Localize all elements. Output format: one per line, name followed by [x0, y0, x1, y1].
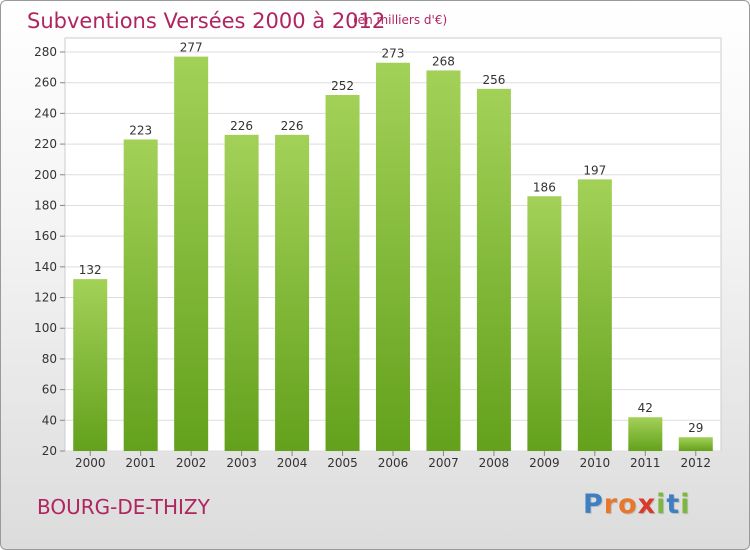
x-tick-label: 2007 [428, 456, 459, 470]
commune-name: BOURG-DE-THIZY [37, 495, 210, 519]
x-tick-label: 2006 [378, 456, 409, 470]
data-label: 226 [281, 119, 304, 133]
y-tick-label: 120 [34, 291, 57, 305]
bar [275, 134, 310, 451]
y-tick-label: 240 [34, 106, 57, 120]
y-tick-label: 280 [34, 45, 57, 59]
y-tick-label: 200 [34, 168, 57, 182]
data-label: 186 [533, 180, 556, 194]
y-tick-label: 40 [42, 413, 57, 427]
data-label: 256 [482, 73, 505, 87]
y-tick-label: 260 [34, 76, 57, 90]
bar [678, 437, 713, 451]
x-tick-label: 2001 [125, 456, 156, 470]
y-tick-label: 20 [42, 444, 57, 458]
data-label: 277 [180, 41, 203, 55]
x-tick-label: 2012 [680, 456, 711, 470]
x-tick-label: 2004 [277, 456, 308, 470]
logo-letter: i [680, 489, 691, 520]
x-tick-label: 2003 [226, 456, 257, 470]
data-label: 197 [583, 163, 606, 177]
data-label: 252 [331, 79, 354, 93]
logo-letter: r [603, 489, 619, 520]
x-tick-label: 2002 [176, 456, 207, 470]
y-tick-label: 100 [34, 321, 57, 335]
proxiti-logo[interactable]: Proxiti [583, 489, 691, 520]
bar [123, 139, 158, 451]
bar [73, 279, 108, 451]
logo-letter: t [666, 489, 681, 520]
y-tick-label: 140 [34, 260, 57, 274]
data-label: 132 [79, 263, 102, 277]
bar [174, 56, 209, 451]
data-label: 268 [432, 54, 455, 68]
logo-letter: o [618, 489, 638, 520]
x-tick-label: 2008 [479, 456, 510, 470]
chart-unit-note: (en milliers d'€) [353, 13, 448, 27]
data-label: 226 [230, 119, 253, 133]
y-tick-label: 220 [34, 137, 57, 151]
data-label: 42 [638, 401, 653, 415]
x-tick-label: 2000 [75, 456, 106, 470]
x-tick-label: 2011 [630, 456, 661, 470]
chart-title: Subventions Versées 2000 à 2012 [27, 9, 386, 33]
logo-letter: P [583, 489, 604, 520]
logo-letter: x [637, 489, 657, 520]
y-tick-label: 160 [34, 229, 57, 243]
bar [224, 134, 259, 451]
y-tick-label: 60 [42, 383, 57, 397]
bar [325, 94, 360, 451]
y-tick-label: 180 [34, 198, 57, 212]
data-label: 273 [382, 47, 405, 61]
logo-letter: i [656, 489, 667, 520]
x-tick-label: 2005 [327, 456, 358, 470]
bar [476, 88, 511, 451]
bar [577, 179, 612, 451]
x-tick-label: 2010 [580, 456, 611, 470]
bar [527, 196, 562, 451]
bar [376, 62, 410, 451]
x-tick-label: 2009 [529, 456, 560, 470]
y-tick-label: 80 [42, 352, 57, 366]
bar [426, 70, 461, 452]
bar [628, 417, 663, 451]
data-label: 29 [688, 421, 703, 435]
data-label: 223 [129, 123, 152, 137]
